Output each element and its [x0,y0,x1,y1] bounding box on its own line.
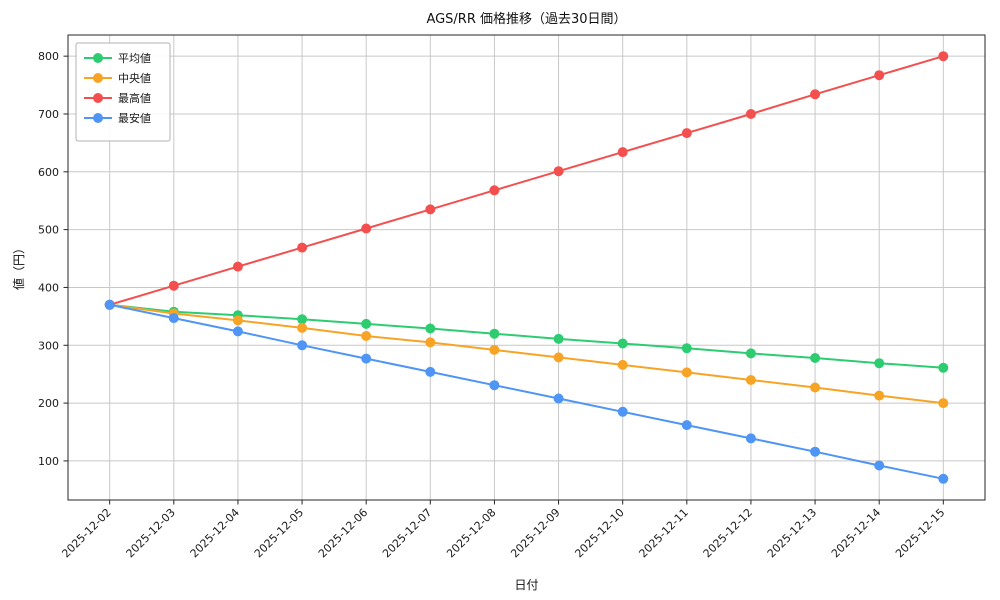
y-tick-label: 600 [38,166,59,179]
y-tick-label: 800 [38,50,59,63]
x-tick-label: 2025-12-12 [701,506,755,560]
y-tick-label: 200 [38,397,59,410]
x-tick-labels: 2025-12-02 2025-12-03 2025-12-04 2025-12-05… [59,506,947,560]
x-tick-label: 2025-12-08 [444,506,498,560]
x-tick-label: 2025-12-11 [637,506,691,560]
y-tick-label: 100 [38,455,59,468]
legend-label: 平均値 [118,52,151,65]
x-tick-label: 2025-12-06 [316,506,370,560]
legend-label: 最安値 [118,111,151,125]
series-line-max [108,55,945,306]
tick-marks [63,55,944,505]
x-tick-label: 2025-12-15 [893,506,947,560]
legend-item-min: 最安値 [84,111,151,125]
series-markers-median [104,299,949,409]
series-line-min [108,303,945,480]
y-axis-label: 値（円） [12,242,26,291]
x-tick-label: 2025-12-14 [829,506,883,560]
x-tick-label: 2025-12-03 [124,506,178,560]
series-line-median [108,303,945,405]
x-tick-label: 2025-12-04 [188,506,242,560]
x-tick-label: 2025-12-07 [380,506,434,560]
x-tick-label: 2025-12-05 [252,506,306,560]
legend-item-max: 最高値 [84,91,151,105]
y-tick-labels: 100 200 300 400 500 600 700 800 [38,50,59,468]
chart-title: AGS/RR 価格推移（過去30日間） [426,12,627,27]
axes-border [67,34,986,501]
y-tick-label: 700 [38,108,59,121]
legend-label: 最高値 [118,91,151,105]
x-tick-label: 2025-12-09 [508,506,562,560]
x-tick-label: 2025-12-10 [572,506,626,560]
legend-item-average: 平均値 [84,52,151,65]
x-axis-label: 日付 [514,578,539,592]
x-tick-label: 2025-12-02 [59,506,113,560]
series-line-average [108,303,945,369]
legend-item-median: 中央値 [84,72,151,85]
y-tick-label: 500 [38,224,59,237]
y-tick-label: 300 [38,339,59,352]
legend-label: 中央値 [118,72,151,85]
grid-lines [68,35,985,500]
x-tick-label: 2025-12-13 [765,506,819,560]
plot-area [68,35,985,500]
y-tick-label: 400 [38,281,59,294]
series-markers-min [104,299,949,484]
